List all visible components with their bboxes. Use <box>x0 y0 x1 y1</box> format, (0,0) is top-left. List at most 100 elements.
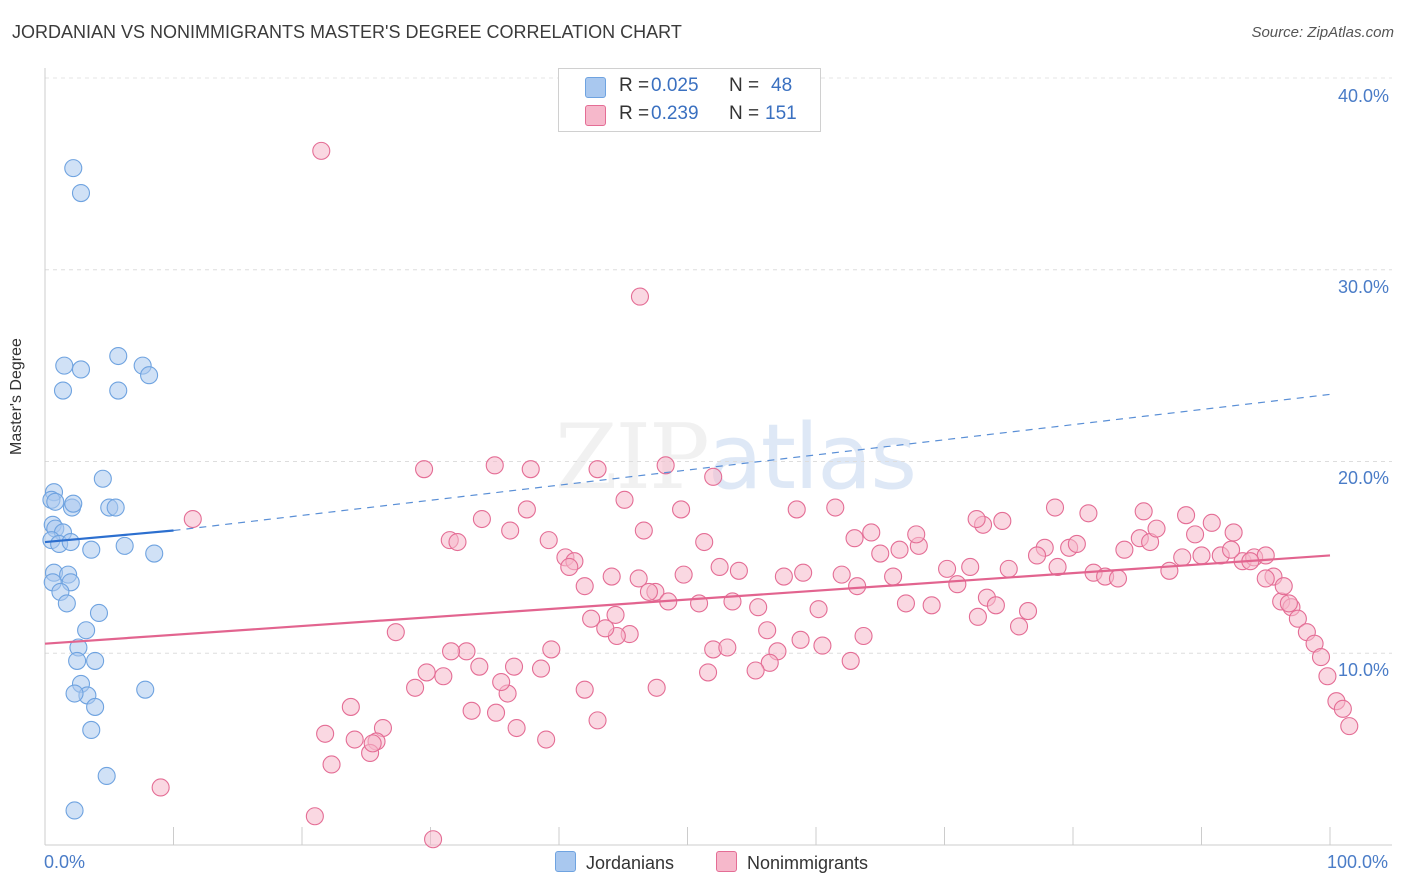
nonimmigrant-point <box>922 596 941 615</box>
nonimmigrant-point <box>699 663 718 682</box>
nonimmigrant-point <box>704 467 723 486</box>
nonimmigrant-point <box>845 529 864 548</box>
bottom-legend-swatch-nonimmigrants <box>716 851 737 872</box>
nonimmigrant-point <box>809 600 828 619</box>
nonimmigrant-point <box>871 544 890 563</box>
nonimmigrant-point <box>634 521 653 540</box>
jordanian-point <box>89 603 109 623</box>
jordanian-point <box>106 498 125 517</box>
jordanian-point <box>136 680 155 699</box>
nonimmigrant-point <box>417 663 436 682</box>
nonimmigrant-point <box>1279 594 1298 613</box>
nonimmigrant-point <box>575 577 594 596</box>
nonimmigrant-point <box>424 830 443 849</box>
nonimmigrant-point <box>542 640 561 659</box>
nonimmigrant-point <box>1318 667 1337 686</box>
nonimmigrant-point <box>183 509 202 529</box>
nonimmigrant-point <box>582 609 601 628</box>
nonimmigrant-point <box>305 807 324 826</box>
axes <box>44 68 1392 846</box>
jordanian-point <box>53 381 73 400</box>
jordanian-point <box>71 184 91 203</box>
jordanian-point <box>64 159 83 178</box>
nonimmigrant-point <box>1202 513 1221 532</box>
nonimmigrant-point <box>501 521 520 540</box>
nonimmigrant-point <box>813 636 832 655</box>
nonimmigrants-trend-line <box>44 554 1331 645</box>
jordanian-point <box>64 494 83 513</box>
nonimmigrant-point <box>363 734 382 753</box>
nonimmigrant-point <box>656 456 675 475</box>
nonimmigrant-point <box>841 651 860 670</box>
nonimmigrant-point <box>967 509 986 529</box>
nonimmigrant-point <box>531 659 551 678</box>
nonimmigrant-point <box>492 672 511 692</box>
nonimmigrant-point <box>729 561 748 580</box>
y-tick-label-40: 40.0% <box>1338 86 1390 106</box>
watermark: ZIPatlas <box>555 405 917 510</box>
nonimmigrant-point <box>1311 648 1331 667</box>
nonimmigrant-point <box>521 460 540 479</box>
jordanian-point <box>115 536 134 555</box>
nonimmigrant-point <box>1333 699 1352 718</box>
legend: R = 0.025 N = 48 R = 0.239 N = 151 <box>558 68 821 132</box>
nonimmigrant-point <box>615 490 634 509</box>
nonimmigrant-point <box>848 577 867 596</box>
nonimmigrant-point <box>1222 540 1241 559</box>
nonimmigrant-point <box>758 621 777 640</box>
bottom-legend-label-nonimmigrants: Nonimmigrants <box>747 853 869 873</box>
nonimmigrant-point <box>588 460 607 479</box>
nonimmigrant-point <box>1256 569 1275 588</box>
jordanian-point <box>93 469 112 488</box>
nonimmigrant-point <box>672 500 691 519</box>
jordanian-point <box>86 651 105 670</box>
nonimmigrant-point <box>948 575 967 594</box>
nonimmigrant-point <box>341 697 360 716</box>
jordanian-point <box>65 684 84 703</box>
nonimmigrant-point <box>695 532 714 552</box>
x-tick-label-0: 0.0% <box>44 852 86 872</box>
nonimmigrant-point <box>749 598 768 617</box>
nonimmigrant-point <box>890 540 909 559</box>
nonimmigrant-point <box>1274 577 1293 596</box>
jordanians-trend-line <box>44 529 174 544</box>
bottom-legend-swatch-jordanians <box>555 851 576 872</box>
legend-r-label: R = <box>619 75 650 96</box>
nonimmigrant-point <box>1288 609 1307 628</box>
nonimmigrant-point <box>517 500 536 519</box>
nonimmigrant-point <box>1045 498 1065 517</box>
nonimmigrant-point <box>896 594 916 613</box>
nonimmigrant-point <box>1115 540 1134 559</box>
nonimmigrant-point <box>312 141 331 160</box>
nonimmigrant-point <box>1173 548 1192 567</box>
y-tick-label-10: 10.0% <box>1338 660 1390 680</box>
nonimmigrant-point <box>1186 525 1205 544</box>
nonimmigrant-point <box>539 531 558 550</box>
nonimmigrant-point <box>961 557 980 577</box>
nonimmigrant-point <box>1108 569 1128 588</box>
watermark-atlas: atlas <box>707 405 917 510</box>
nonimmigrant-point <box>415 460 434 479</box>
nonimmigrant-point <box>639 582 659 601</box>
nonimmigrant-point <box>647 678 666 697</box>
nonimmigrant-point <box>968 607 987 626</box>
nonimmigrant-point <box>596 619 615 638</box>
jordanian-point <box>46 492 65 511</box>
nonimmigrant-point <box>1177 506 1196 525</box>
nonimmigrant-point <box>316 724 335 743</box>
nonimmigrant-point <box>787 500 806 519</box>
jordanian-point <box>86 697 105 716</box>
nonimmigrant-point <box>710 557 729 577</box>
nonimmigrant-point <box>575 680 594 699</box>
nonimmigrant-point <box>884 567 903 586</box>
nonimmigrant-point <box>1134 502 1153 521</box>
nonimmigrant-point <box>1160 561 1179 580</box>
legend-r-label: R = <box>619 103 650 124</box>
nonimmigrant-point <box>606 605 625 624</box>
nonimmigrant-point <box>345 730 364 749</box>
nonimmigrant-point <box>791 630 810 649</box>
nonimmigrant-point <box>630 287 650 306</box>
bottom-legend-jordanians: Jordanians <box>555 851 674 874</box>
nonimmigrant-point <box>1147 519 1166 538</box>
